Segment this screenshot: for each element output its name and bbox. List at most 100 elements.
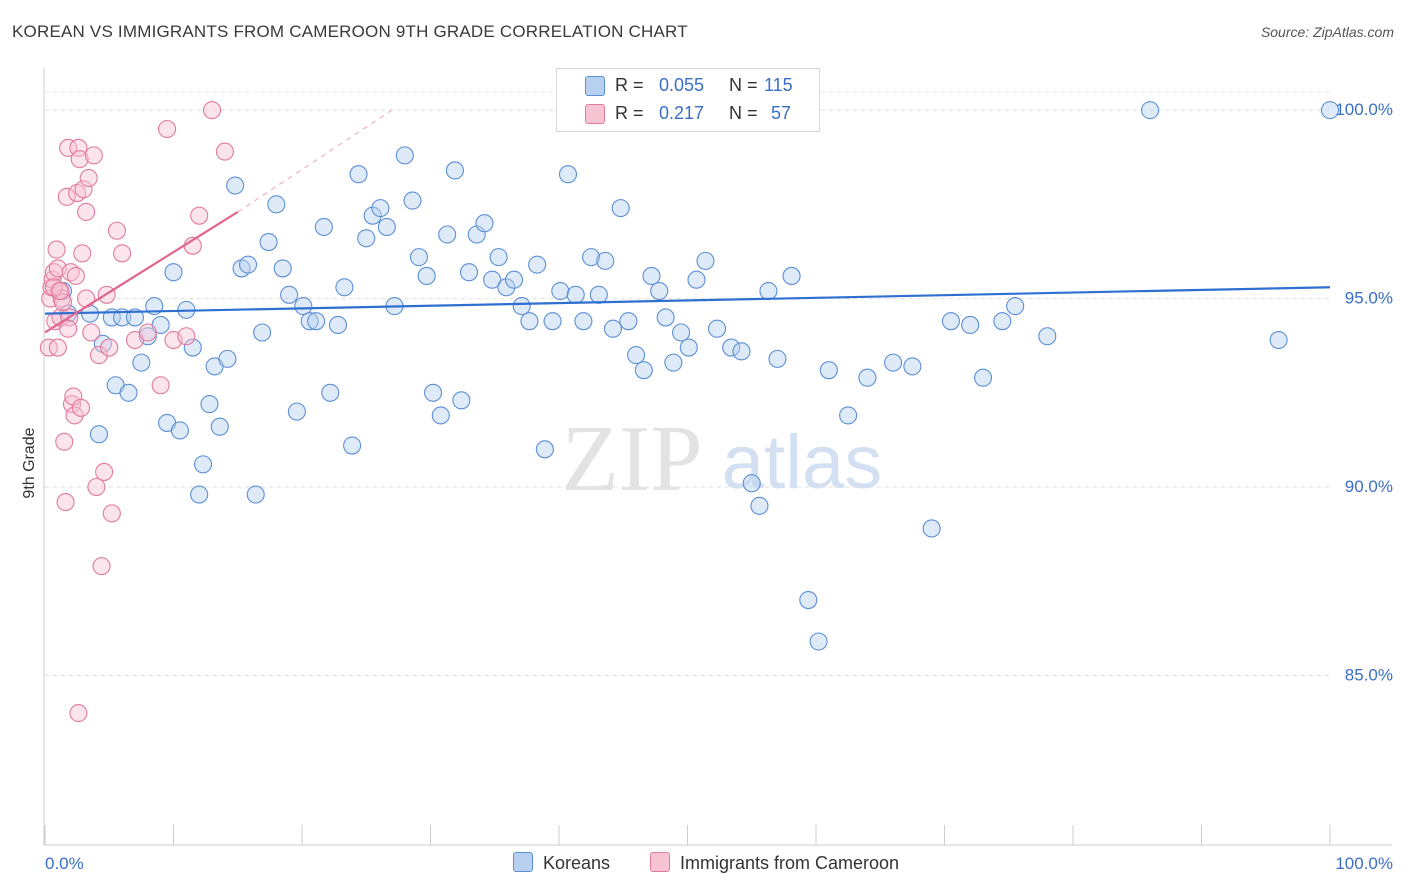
korean-point	[627, 346, 646, 365]
korean-point	[226, 176, 245, 195]
korean-point	[922, 519, 941, 538]
korean-point	[589, 285, 608, 304]
korean-point	[183, 338, 202, 357]
cameroon-trend-line	[44, 210, 239, 334]
korean-point	[335, 278, 354, 297]
korean-point	[238, 255, 258, 274]
korean-point	[520, 312, 539, 331]
korean-point	[839, 406, 858, 425]
korean-point	[253, 323, 272, 342]
korean-point	[656, 308, 675, 327]
cameroon-point	[77, 202, 96, 221]
korean-point	[687, 270, 706, 289]
korean-point	[417, 266, 436, 286]
koreans-legend-swatch	[513, 852, 533, 872]
cameroon-point	[53, 293, 73, 312]
legend-item-cameroon[interactable]: Immigrants from Cameroon	[650, 852, 899, 874]
korean-point	[200, 395, 219, 414]
korean-point	[210, 417, 229, 436]
cameroon-point	[77, 289, 96, 308]
korean-point	[273, 259, 292, 278]
korean-point	[742, 474, 761, 493]
korean-point	[363, 206, 382, 225]
r-label: R =	[615, 75, 644, 95]
data-points	[39, 101, 1340, 723]
korean-point	[809, 632, 828, 651]
y-tick-label: 85.0%	[1345, 665, 1393, 684]
cameroon-point	[74, 180, 93, 199]
cameroon-point	[56, 493, 75, 512]
korean-point	[259, 232, 278, 252]
korean-point	[489, 248, 508, 267]
cameroon-point	[47, 240, 66, 259]
korean-point	[164, 263, 183, 282]
source-label: Source: ZipAtlas.com	[1260, 24, 1394, 40]
korean-point	[409, 248, 428, 267]
cameroon-point	[89, 346, 109, 365]
koreans-r-value: 0.055	[659, 75, 705, 95]
korean-point	[431, 406, 450, 425]
n-label: N =	[729, 103, 758, 123]
cameroon-point	[92, 557, 111, 576]
cameroon-point	[203, 101, 222, 120]
korean-point	[664, 353, 683, 372]
korean-point	[973, 368, 993, 387]
koreans-trend-line	[44, 286, 1331, 315]
korean-point	[218, 349, 237, 368]
korean-point	[483, 270, 502, 289]
koreans-n-value: 115	[764, 75, 793, 95]
watermark-atlas: atlas	[722, 420, 883, 505]
cameroon-point	[151, 376, 170, 395]
watermark-zip: ZIP	[562, 407, 703, 511]
y-tick-label: 90.0%	[1345, 477, 1393, 496]
cameroon-point	[95, 462, 114, 481]
korean-point	[759, 281, 778, 301]
korean-point	[603, 319, 623, 338]
cameroon-point	[100, 338, 119, 357]
korean-point	[528, 255, 547, 274]
n-label: N =	[729, 75, 758, 95]
cameroon-point	[59, 138, 78, 157]
tick-labels: 85.0% 90.0% 95.0% 100.0% 0.0% 100.0%	[45, 100, 1393, 873]
korean-point	[424, 383, 443, 402]
cameroon-point	[190, 206, 209, 225]
korean-point	[328, 315, 348, 335]
korean-point	[357, 229, 376, 248]
korean-point	[194, 455, 213, 474]
korean-point	[1269, 330, 1288, 350]
korean-point	[1038, 327, 1057, 346]
korean-point	[596, 251, 615, 270]
cameroon-point	[48, 338, 67, 357]
korean-point	[246, 485, 265, 504]
legend-item-koreans[interactable]: Koreans	[513, 852, 610, 874]
cameroon-point	[79, 168, 98, 188]
cameroon-point	[66, 266, 85, 286]
korean-point	[642, 266, 661, 286]
r-label: R =	[615, 103, 644, 123]
cameroon-point	[73, 244, 92, 263]
cameroon-point	[82, 323, 101, 342]
korean-point	[884, 353, 903, 372]
korean-point	[543, 312, 562, 331]
trend-lines	[44, 109, 1331, 334]
cameroon-point	[71, 398, 91, 417]
korean-point	[89, 425, 109, 444]
korean-point	[438, 225, 457, 244]
korean-point	[903, 357, 922, 376]
korean-point	[504, 270, 524, 289]
cameroon-point	[70, 150, 89, 169]
korean-point	[858, 368, 877, 387]
cameroon-swatch	[585, 104, 605, 124]
korean-point	[403, 191, 422, 210]
cameroon-point	[55, 432, 74, 451]
cameroon-legend-swatch	[650, 852, 670, 872]
korean-point	[371, 199, 390, 218]
korean-point	[132, 353, 151, 372]
cameroon-point	[84, 146, 103, 165]
korean-point	[287, 402, 306, 421]
korean-point	[582, 248, 601, 267]
korean-point	[280, 285, 299, 304]
korean-point	[459, 263, 479, 282]
koreans-swatch	[585, 76, 605, 96]
